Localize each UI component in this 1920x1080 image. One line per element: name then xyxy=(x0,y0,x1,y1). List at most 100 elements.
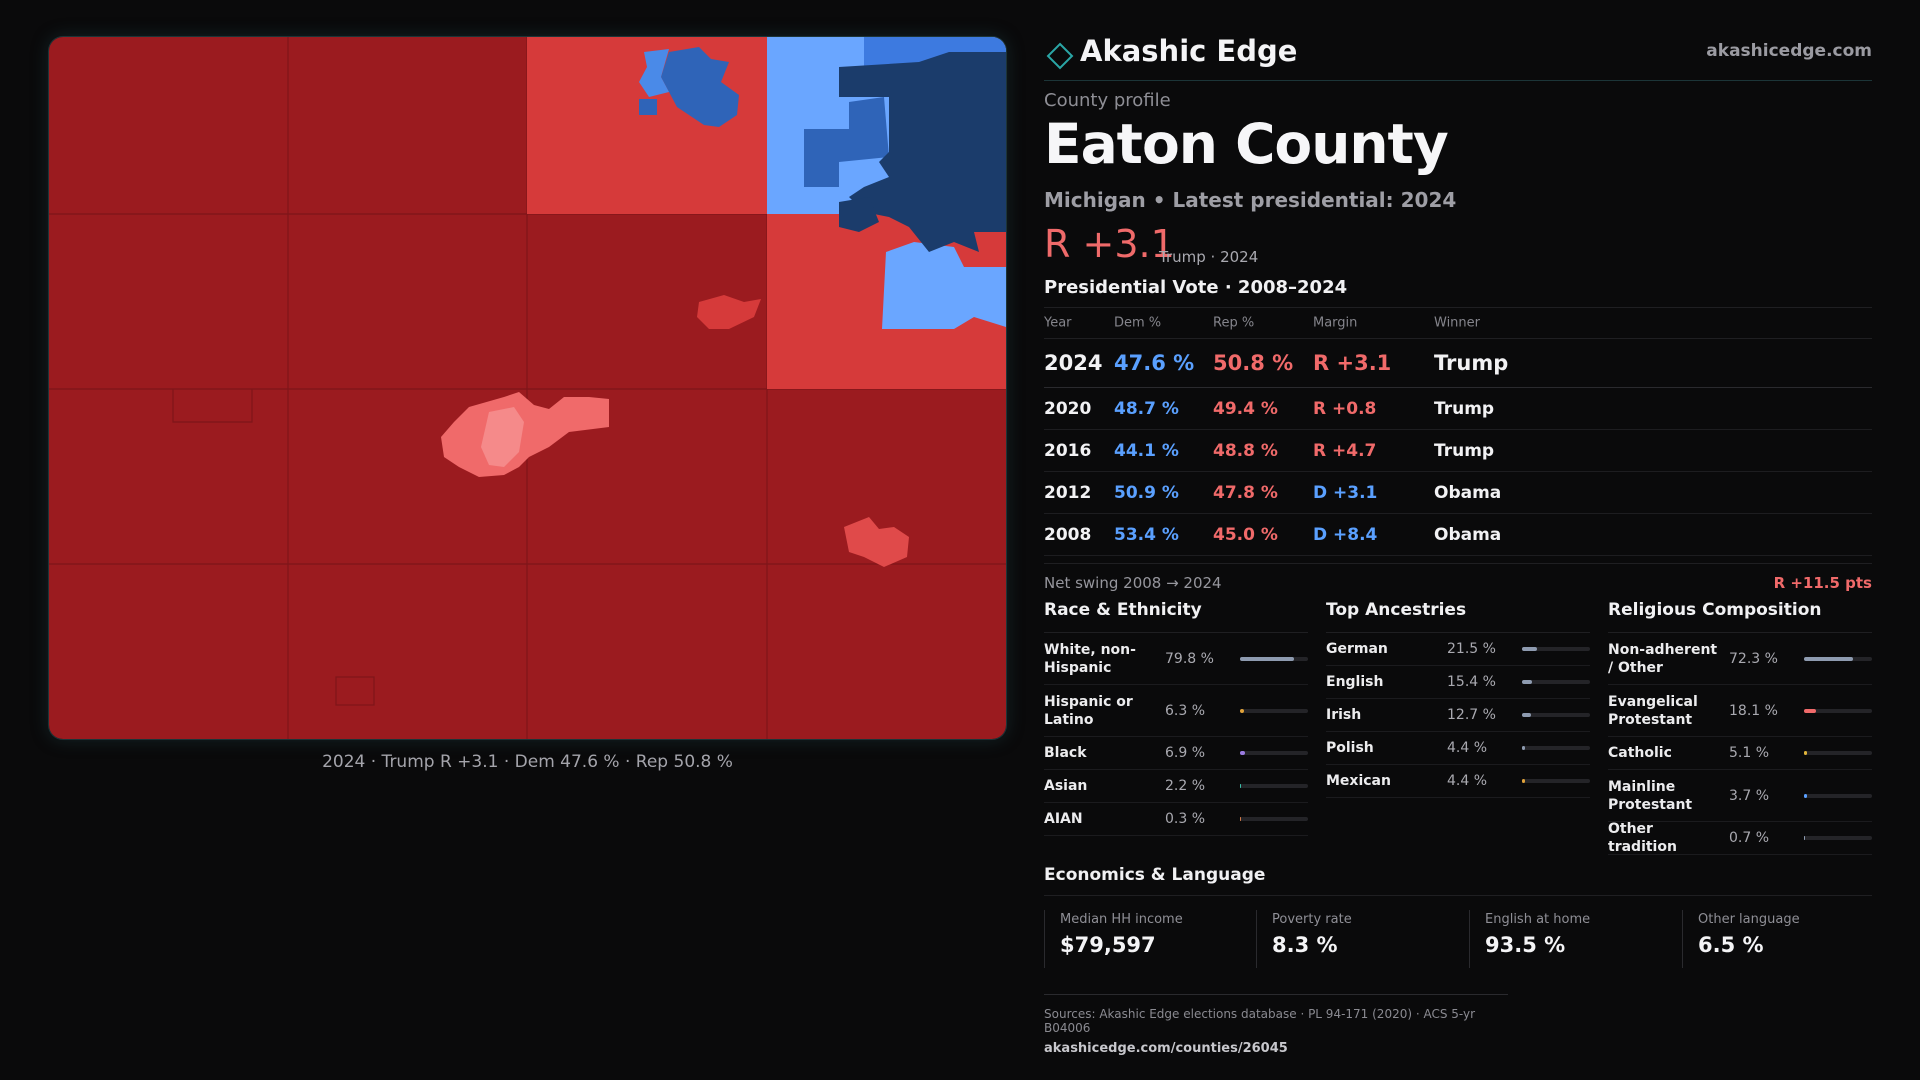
map-region-dem-strong-2 xyxy=(839,197,879,232)
econ-value: 93.5 % xyxy=(1485,933,1566,957)
list-item: AIAN 0.3 % xyxy=(1044,803,1308,836)
percent-bar-fill xyxy=(1804,793,1807,798)
cell-dem: 50.9 % xyxy=(1114,482,1179,503)
percent-bar xyxy=(1804,751,1872,755)
col-header-dem: Dem % xyxy=(1114,315,1162,331)
map-region-town-center xyxy=(441,392,609,477)
cell-year: 2016 xyxy=(1044,440,1092,461)
net-swing-label: Net swing 2008 → 2024 xyxy=(1044,574,1222,592)
percent-bar xyxy=(1804,836,1872,840)
col-header-rep: Rep % xyxy=(1213,315,1255,331)
econ-label: English at home xyxy=(1485,912,1591,927)
map-region-dem-town-small xyxy=(639,99,657,115)
map-region-town-mid xyxy=(697,295,761,329)
headline-margin-note: Trump · 2024 xyxy=(1159,248,1259,266)
table-row: 2012 50.9 % 47.8 % D +3.1 Obama xyxy=(1044,472,1872,514)
cell-rep: 47.8 % xyxy=(1213,482,1278,503)
percent-bar xyxy=(1522,647,1590,651)
race-title: Race & Ethnicity xyxy=(1044,600,1308,633)
cell-winner: Obama xyxy=(1434,524,1502,545)
econ-english-home: English at home 93.5 % xyxy=(1469,910,1590,968)
cell-winner: Obama xyxy=(1434,482,1502,503)
item-label: Mexican xyxy=(1326,773,1391,789)
item-label: White, non-Hispanic xyxy=(1044,641,1136,676)
list-item: English 15.4 % xyxy=(1326,666,1590,699)
map-region-dem-town xyxy=(661,47,739,127)
map-region-dem-strong xyxy=(839,52,1006,252)
item-label: Catholic xyxy=(1608,745,1672,761)
list-item: Polish 4.4 % xyxy=(1326,732,1590,765)
item-label: Polish xyxy=(1326,740,1374,756)
cell-rep: 49.4 % xyxy=(1213,398,1278,419)
item-percent: 79.8 % xyxy=(1165,650,1214,667)
brand-url[interactable]: akashicedge.com xyxy=(1706,41,1872,61)
cell-year: 2024 xyxy=(1044,351,1103,375)
item-label: AIAN xyxy=(1044,811,1083,827)
item-label: English xyxy=(1326,674,1384,690)
percent-bar-fill xyxy=(1522,713,1531,717)
percent-bar-fill xyxy=(1804,708,1817,713)
econ-value: 8.3 % xyxy=(1272,933,1338,957)
cell-rep: 50.8 % xyxy=(1213,351,1294,375)
cell-year: 2008 xyxy=(1044,524,1092,545)
cell-margin: D +8.4 xyxy=(1313,524,1378,545)
race-ethnicity-section: Race & Ethnicity White, non-Hispanic 79.8… xyxy=(1044,600,1308,836)
item-percent: 18.1 % xyxy=(1729,702,1778,719)
percent-bar-fill xyxy=(1522,746,1525,750)
percent-bar xyxy=(1240,817,1308,821)
percent-bar xyxy=(1240,784,1308,788)
map-region-dem-town-light xyxy=(639,49,669,97)
item-label: Other tradition xyxy=(1608,821,1677,855)
item-label: Non-adherent / Other xyxy=(1608,641,1718,676)
percent-bar-fill xyxy=(1804,656,1854,661)
diamond-icon xyxy=(1046,42,1074,70)
percent-bar xyxy=(1804,708,1872,713)
item-percent: 21.5 % xyxy=(1447,641,1496,657)
percent-bar-fill xyxy=(1240,784,1242,788)
page-subtitle: Michigan • Latest presidential: 2024 xyxy=(1044,188,1457,212)
percent-bar xyxy=(1804,656,1872,661)
religion-rows: Non-adherent / Other 72.3 % Evangelical Pr… xyxy=(1608,633,1872,855)
table-row: 2020 48.7 % 49.4 % R +0.8 Trump xyxy=(1044,388,1872,430)
cell-dem: 48.7 % xyxy=(1114,398,1179,419)
col-header-margin: Margin xyxy=(1313,315,1358,331)
percent-bar-fill xyxy=(1522,680,1533,684)
econ-label: Other language xyxy=(1698,912,1800,927)
list-item: Irish 12.7 % xyxy=(1326,699,1590,732)
brand-name: Akashic Edge xyxy=(1080,34,1298,68)
item-percent: 15.4 % xyxy=(1447,674,1496,690)
ancestries-section: Top Ancestries German 21.5 % English 15.4 %… xyxy=(1326,600,1590,798)
econ-value: 6.5 % xyxy=(1698,933,1764,957)
percent-bar xyxy=(1522,746,1590,750)
list-item: Mexican 4.4 % xyxy=(1326,765,1590,798)
item-label: Hispanic or Latino xyxy=(1044,693,1133,728)
item-percent: 3.7 % xyxy=(1729,787,1770,804)
item-percent: 4.4 % xyxy=(1447,773,1488,789)
sources-url[interactable]: akashicedge.com/counties/26045 xyxy=(1044,1041,1288,1056)
percent-bar-fill xyxy=(1804,836,1806,840)
econ-median-income: Median HH income $79,597 xyxy=(1044,910,1183,968)
item-percent: 2.2 % xyxy=(1165,778,1206,794)
economics-title: Economics & Language xyxy=(1044,865,1872,896)
headline-margin: R +3.1 xyxy=(1044,222,1175,266)
cell-winner: Trump xyxy=(1434,398,1495,419)
percent-bar-fill xyxy=(1240,708,1245,713)
map-caption: 2024 · Trump R +3.1 · Dem 47.6 % · Rep 5… xyxy=(322,752,733,772)
item-label: Mainline Protestant xyxy=(1608,778,1693,813)
percent-bar xyxy=(1522,680,1590,684)
net-swing-value: R +11.5 pts xyxy=(1773,574,1872,592)
econ-value: $79,597 xyxy=(1060,933,1156,957)
percent-bar xyxy=(1804,793,1872,798)
item-percent: 6.3 % xyxy=(1165,702,1206,719)
cell-rep: 48.8 % xyxy=(1213,440,1278,461)
county-profile-panel: Akashic Edge akashicedge.com County prof… xyxy=(1044,0,1872,1080)
ancestry-rows: German 21.5 % English 15.4 % Irish 12.7 % Poli… xyxy=(1326,633,1590,798)
col-header-year: Year xyxy=(1044,315,1072,331)
list-item: Non-adherent / Other 72.3 % xyxy=(1608,633,1872,685)
percent-bar-fill xyxy=(1522,779,1525,783)
item-percent: 6.9 % xyxy=(1165,745,1206,761)
percent-bar-fill xyxy=(1240,751,1245,755)
table-row: 2024 47.6 % 50.8 % R +3.1 Trump xyxy=(1044,339,1872,388)
percent-bar xyxy=(1240,656,1308,661)
table-row: 2008 53.4 % 45.0 % D +8.4 Obama xyxy=(1044,514,1872,556)
